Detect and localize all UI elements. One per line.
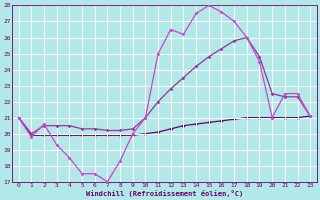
X-axis label: Windchill (Refroidissement éolien,°C): Windchill (Refroidissement éolien,°C)	[86, 190, 243, 197]
